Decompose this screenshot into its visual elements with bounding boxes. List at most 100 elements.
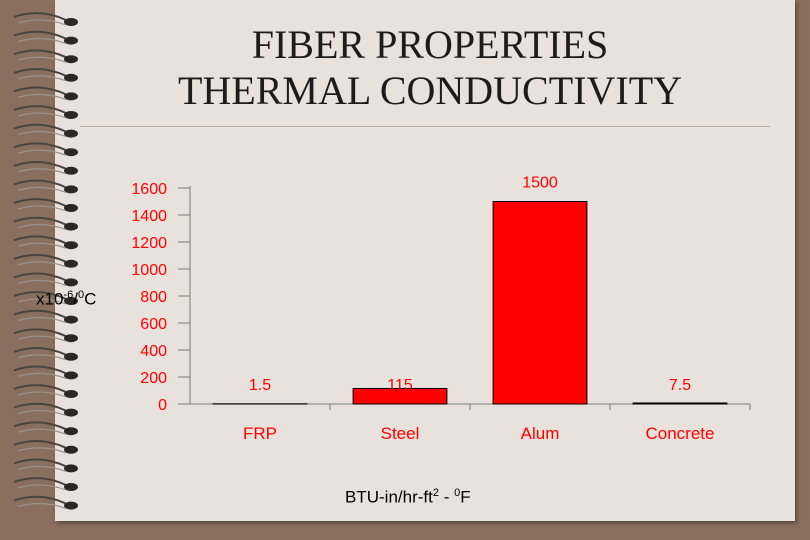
data-label-alum: 1500 bbox=[522, 175, 558, 192]
binding-ring-hole bbox=[64, 315, 78, 324]
binding-ring-wire bbox=[13, 421, 67, 431]
binding-ring-hole bbox=[64, 148, 78, 157]
binding-ring-wire bbox=[13, 440, 67, 449]
binding-ring-hole bbox=[64, 241, 78, 250]
binding-ring-wire bbox=[13, 123, 67, 133]
binding-ring bbox=[13, 179, 78, 194]
binding-ring-wire bbox=[13, 179, 67, 189]
y-tick-label: 600 bbox=[140, 316, 167, 333]
bar-steel bbox=[352, 387, 448, 405]
x-axis-label-dash: - bbox=[438, 487, 455, 507]
binding-ring-hole bbox=[64, 166, 78, 175]
binding-ring-wire bbox=[13, 254, 67, 263]
y-axis-label-base: x10 bbox=[36, 289, 64, 309]
binding-ring-wire bbox=[13, 384, 67, 393]
binding-ring bbox=[13, 254, 78, 268]
binding-ring-hole bbox=[64, 297, 78, 305]
binding-ring-hole bbox=[64, 427, 78, 436]
binding-ring-wire bbox=[13, 291, 67, 300]
binding-ring-hole bbox=[64, 73, 78, 82]
y-tick-label: 1200 bbox=[131, 235, 167, 252]
x-axis-label-exponent: 2 bbox=[432, 487, 439, 499]
binding-ring bbox=[13, 142, 78, 157]
binding-ring-hole bbox=[64, 334, 78, 343]
binding-ring-hole bbox=[64, 185, 78, 194]
binding-ring-hole bbox=[64, 204, 78, 212]
data-label-frp: 1.5 bbox=[249, 377, 271, 394]
x-axis-label: BTU-in/hr-ft2 - 0F bbox=[345, 487, 471, 508]
binding-ring-hole bbox=[64, 111, 78, 119]
binding-ring-highlight bbox=[17, 391, 67, 398]
binding-ring-hole bbox=[64, 501, 78, 510]
binding-ring-wire bbox=[13, 235, 67, 245]
title-line-2: THERMAL CONDUCTIVITY bbox=[177, 68, 683, 113]
y-tick-label: 1000 bbox=[131, 262, 167, 279]
binding-ring-hole bbox=[64, 222, 78, 231]
category-label-concrete: Concrete bbox=[646, 424, 715, 443]
binding-ring-hole bbox=[64, 352, 78, 361]
title-divider bbox=[80, 126, 770, 127]
y-axis-label-exponent: -6 bbox=[63, 289, 74, 301]
binding-ring-wire bbox=[13, 347, 67, 356]
binding-ring-wire bbox=[13, 477, 67, 486]
binding-ring bbox=[13, 328, 78, 343]
binding-ring-wire bbox=[13, 68, 67, 77]
y-axis-label: x10-6/0C bbox=[36, 289, 96, 310]
category-label-alum: Alum bbox=[521, 424, 560, 443]
binding-ring-highlight bbox=[17, 298, 67, 305]
binding-ring-highlight bbox=[17, 242, 67, 249]
binding-ring bbox=[13, 291, 78, 305]
binding-ring bbox=[13, 198, 78, 212]
binding-ring bbox=[13, 365, 78, 380]
binding-ring bbox=[13, 440, 78, 454]
binding-ring-highlight bbox=[17, 335, 67, 342]
binding-ring-highlight bbox=[17, 112, 67, 119]
binding-ring bbox=[13, 272, 78, 287]
binding-ring-hole bbox=[64, 259, 78, 268]
binding-ring-wire bbox=[13, 495, 67, 505]
binding-ring-hole bbox=[64, 390, 78, 398]
binding-ring-hole bbox=[64, 445, 78, 454]
binding-ring-highlight bbox=[17, 93, 67, 100]
binding-ring bbox=[13, 402, 78, 417]
binding-ring-hole bbox=[64, 129, 78, 138]
binding-ring-hole bbox=[64, 483, 78, 491]
binding-ring-wire bbox=[13, 198, 67, 207]
binding-ring bbox=[13, 384, 78, 398]
binding-ring bbox=[13, 309, 78, 324]
y-axis-label-unit: C bbox=[84, 289, 97, 309]
binding-ring bbox=[13, 421, 78, 436]
binding-ring bbox=[13, 477, 78, 491]
binding-ring-wire bbox=[13, 216, 67, 226]
data-label-steel: 115 bbox=[387, 377, 413, 394]
binding-ring-highlight bbox=[17, 56, 67, 63]
binding-ring bbox=[13, 12, 78, 26]
binding-ring-highlight bbox=[17, 223, 67, 231]
binding-ring-wire bbox=[13, 272, 67, 282]
binding-ring-highlight bbox=[17, 372, 67, 379]
binding-ring-highlight bbox=[17, 317, 67, 324]
binding-ring-hole bbox=[64, 464, 78, 473]
binding-ring bbox=[13, 68, 78, 82]
binding-ring bbox=[13, 495, 78, 510]
x-axis-label-text: BTU-in/hr-ft bbox=[345, 487, 433, 507]
binding-ring-wire bbox=[13, 365, 67, 375]
binding-ring-highlight bbox=[17, 186, 67, 193]
binding-ring-wire bbox=[13, 105, 67, 114]
bar-concrete bbox=[632, 402, 728, 405]
title-line-1: FIBER PROPERTIES bbox=[251, 22, 609, 67]
binding-ring-wire bbox=[13, 12, 67, 21]
binding-ring-wire bbox=[13, 49, 67, 59]
binding-ring-hole bbox=[64, 92, 78, 101]
binding-ring-highlight bbox=[17, 410, 67, 417]
binding-ring bbox=[13, 30, 78, 45]
notebook-page bbox=[55, 0, 795, 521]
y-tick-label: 200 bbox=[140, 370, 167, 387]
binding-ring-wire bbox=[13, 328, 67, 338]
x-axis-label-unit: F bbox=[460, 487, 471, 507]
binding-ring-highlight bbox=[17, 503, 67, 510]
binding-ring-highlight bbox=[17, 465, 67, 472]
binding-ring-hole bbox=[64, 36, 78, 45]
